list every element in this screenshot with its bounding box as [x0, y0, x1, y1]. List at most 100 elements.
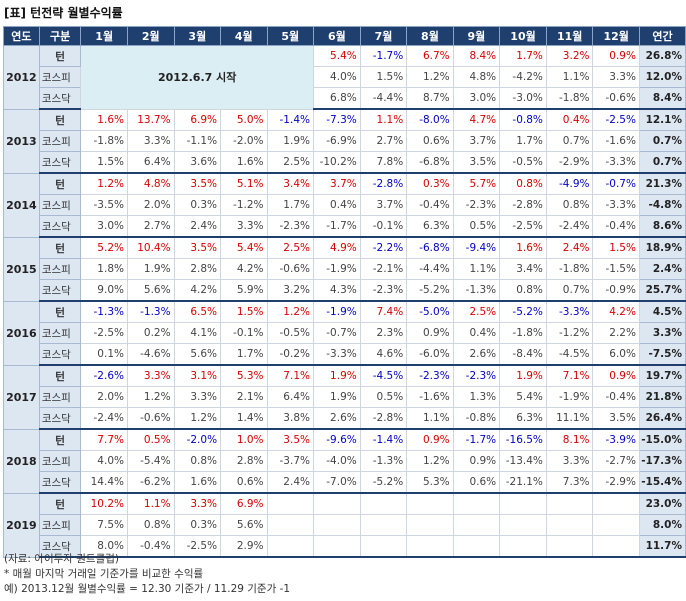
return-cell: 13.7%	[126, 108, 175, 131]
year-cell: 2015	[3, 236, 40, 302]
return-cell: 4.8%	[126, 172, 175, 195]
table-row: 2017 턴 -2.6% 3.3% 3.1% 5.3% 7.1% 1.9% -4.5% -2.3%…	[3, 364, 686, 430]
return-cell: 2.7%	[359, 130, 408, 152]
table-row: 2012 턴 2012.6.7 시작 5.4% -1.7% 6.7% 8.4% 1.7% 3.2…	[3, 45, 686, 110]
row-label: 코스피	[38, 322, 82, 344]
annual-cell: 12.0%	[638, 66, 686, 88]
return-cell: -1.1%	[173, 130, 222, 152]
return-cell: -4.4%	[406, 258, 454, 280]
return-cell: 5.0%	[220, 108, 268, 131]
return-cell: -1.2%	[220, 194, 268, 216]
annual-cell: 21.3%	[638, 172, 686, 195]
return-cell: 6.0%	[592, 343, 640, 366]
return-cell: -2.0%	[173, 428, 222, 451]
return-cell: 3.3%	[220, 215, 268, 238]
annual-cell: -15.4%	[638, 471, 686, 494]
return-cell: 1.1%	[545, 66, 594, 88]
return-cell	[406, 492, 454, 515]
return-cell: 7.4%	[359, 300, 408, 323]
return-cell	[592, 514, 640, 536]
return-cell	[312, 492, 361, 515]
return-cell: 2.3%	[359, 322, 408, 344]
header-cell: 8월	[406, 26, 454, 46]
return-cell: -1.8%	[80, 130, 128, 152]
header-cell: 1월	[80, 26, 128, 46]
return-cell: 5.6%	[126, 279, 175, 302]
table-row: 코스닥 14.4% -6.2% 1.6% 0.6% 2.4% -7.0% -5.2% 5.3% 0…	[4, 471, 686, 494]
return-cell: -0.4%	[592, 215, 640, 238]
return-cell: 1.1%	[406, 407, 454, 430]
return-cell: 0.9%	[592, 45, 640, 67]
table-row: 코스피 4.0% -5.4% 0.8% 2.8% -3.7% -4.0% -1.3% 1.2% 0…	[4, 450, 686, 472]
return-cell: 1.9%	[126, 258, 175, 280]
return-cell: 1.8%	[80, 258, 128, 280]
return-cell: 1.2%	[80, 172, 128, 195]
return-cell: -5.4%	[126, 450, 175, 472]
return-cell: -4.5%	[545, 343, 594, 366]
return-cell: 8.0%	[80, 535, 128, 558]
return-cell: 10.4%	[126, 236, 175, 259]
return-cell: 1.9%	[312, 386, 361, 408]
return-cell: 4.0%	[312, 66, 361, 88]
return-cell: -2.9%	[545, 151, 594, 174]
return-cell: 11.1%	[545, 407, 594, 430]
return-cell: -1.4%	[359, 428, 408, 451]
return-cell: -1.8%	[545, 87, 594, 110]
annual-cell: 2.4%	[638, 258, 686, 280]
return-cell: -1.3%	[359, 450, 408, 472]
year-cell: 2014	[3, 172, 40, 238]
return-cell: 3.3%	[173, 492, 222, 515]
return-cell: -0.7%	[592, 172, 640, 195]
return-cell: 5.4%	[499, 386, 547, 408]
return-cell: -6.2%	[126, 471, 175, 494]
return-cell: 8.4%	[452, 45, 501, 67]
return-cell: 2.9%	[220, 535, 268, 558]
return-cell: -1.6%	[592, 130, 640, 152]
return-cell: -2.3%	[452, 364, 501, 387]
annual-cell: 0.7%	[638, 130, 686, 152]
return-cell: -3.3%	[592, 151, 640, 174]
row-label: 턴	[38, 364, 82, 387]
table-row: 코스피 1.8% 1.9% 2.8% 4.2% -0.6% -1.9% -2.1% -4.4% 1…	[4, 258, 686, 280]
row-label: 코스닥	[38, 279, 82, 302]
return-cell: -1.8%	[499, 322, 547, 344]
return-cell: -6.8%	[406, 236, 454, 259]
annual-cell: -7.5%	[638, 343, 686, 366]
return-cell: 0.4%	[452, 322, 501, 344]
monthly-returns-table: 연도 구분 1월 2월 3월 4월 5월 6월 7월 8월 9월 10월 11월 12월 연간 2012 턴 2…	[3, 26, 686, 558]
return-cell: 1.7%	[499, 45, 547, 67]
year-cell: 2013	[3, 108, 40, 174]
return-cell: 3.3%	[173, 386, 222, 408]
return-cell: -21.1%	[499, 471, 547, 494]
return-cell: 5.7%	[452, 172, 501, 195]
return-cell: -1.9%	[312, 258, 361, 280]
return-cell: 2.0%	[80, 386, 128, 408]
return-cell: 2.4%	[173, 215, 222, 238]
return-cell: -3.7%	[266, 450, 314, 472]
return-cell: 1.2%	[173, 407, 222, 430]
return-cell: -0.7%	[312, 322, 361, 344]
return-cell: -0.8%	[452, 407, 501, 430]
table-row: 2014 턴 1.2% 4.8% 3.5% 5.1% 3.4% 3.7% -2.8% 0.3% 5.…	[3, 172, 686, 238]
return-cell: 3.8%	[266, 407, 314, 430]
return-cell: -2.4%	[80, 407, 128, 430]
return-cell: -1.9%	[312, 300, 361, 323]
header-cell: 10월	[499, 26, 547, 46]
row-label: 코스피	[38, 258, 82, 280]
return-cell: -0.4%	[126, 535, 175, 558]
return-cell: -1.6%	[406, 386, 454, 408]
return-cell: 4.8%	[452, 66, 501, 88]
return-cell: 4.9%	[312, 236, 361, 259]
return-cell: 1.2%	[266, 300, 314, 323]
return-cell: 1.9%	[266, 130, 314, 152]
table-row: 코스피 -3.5% 2.0% 0.3% -1.2% 1.7% 0.4% 3.7% -0.4% -2…	[4, 194, 686, 216]
table-row: 코스닥 1.5% 6.4% 3.6% 1.6% 2.5% -10.2% 7.8% -6.8% 3.…	[4, 151, 686, 174]
return-cell: -5.0%	[406, 300, 454, 323]
return-cell: 3.0%	[452, 87, 501, 110]
return-cell: -5.2%	[406, 279, 454, 302]
row-label: 코스피	[38, 130, 82, 152]
return-cell: -13.4%	[499, 450, 547, 472]
header-cell: 5월	[266, 26, 314, 46]
return-cell: 0.5%	[452, 215, 501, 238]
return-cell: -2.5%	[499, 215, 547, 238]
